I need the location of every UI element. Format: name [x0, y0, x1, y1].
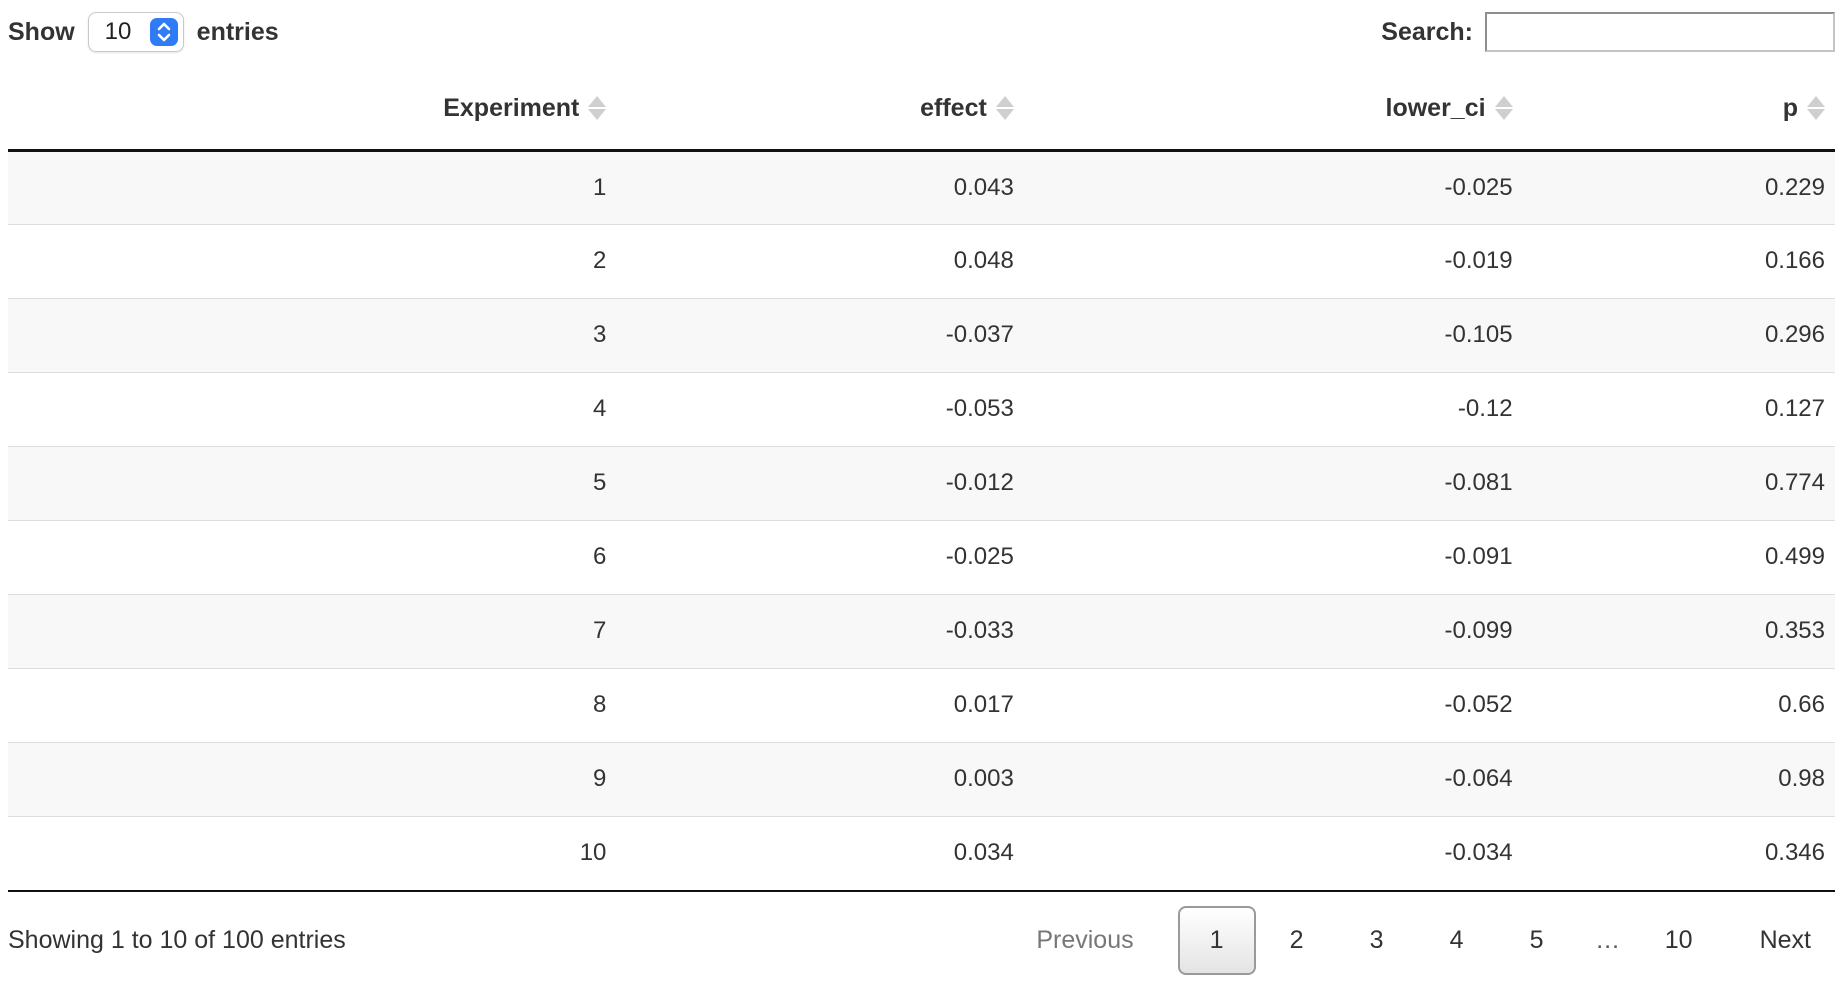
table-cell: 6: [8, 520, 617, 595]
table-cell: 0.353: [1522, 594, 1835, 669]
entries-info: Showing 1 to 10 of 100 entries: [8, 926, 346, 954]
table-cell: 5: [8, 446, 617, 521]
column-header-label: Experiment: [443, 93, 580, 122]
table-cell: 0.499: [1522, 520, 1835, 595]
column-header-lower-ci[interactable]: lower_ci: [1023, 68, 1523, 152]
page-button-10[interactable]: 10: [1664, 926, 1693, 954]
table-row: 8 0.017 -0.052 0.66: [8, 668, 1835, 743]
data-table: Experiment effect lower_ci: [8, 68, 1835, 890]
table-cell: 9: [8, 742, 617, 817]
table-cell: 2: [8, 224, 617, 299]
column-header-p[interactable]: p: [1522, 68, 1835, 152]
table-cell: 0.166: [1522, 224, 1835, 299]
page-button-1[interactable]: 1: [1177, 906, 1256, 975]
page-length-control: Show 10 entries: [8, 12, 279, 52]
table-cell: -0.012: [616, 446, 1024, 521]
table-row: 6 -0.025 -0.091 0.499: [8, 520, 1835, 595]
table-cell: 0.127: [1522, 372, 1835, 447]
sort-arrows-icon: [588, 96, 607, 121]
table-cell: 0.229: [1522, 150, 1835, 225]
entries-label: entries: [196, 17, 279, 46]
table-cell: 0.346: [1764, 839, 1825, 867]
entries-select[interactable]: 10: [87, 12, 184, 52]
page-button-4[interactable]: 4: [1449, 926, 1464, 954]
table-cell: -0.053: [616, 372, 1024, 447]
sort-arrows-icon: [1494, 96, 1513, 121]
table-cell: -0.037: [616, 298, 1024, 373]
column-header-label: p: [1782, 93, 1798, 122]
table-cell: 0.034: [953, 839, 1014, 867]
table-cell: -0.025: [616, 520, 1024, 595]
up-down-chevrons-icon: [149, 18, 178, 46]
show-label: Show: [8, 17, 75, 46]
table-cell: 0.66: [1522, 668, 1835, 743]
entries-select-value: 10: [104, 18, 132, 45]
table-cell: 0.774: [1522, 446, 1835, 521]
page-ellipsis: …: [1595, 926, 1621, 954]
header-row: Experiment effect lower_ci: [8, 68, 1835, 152]
next-page-button[interactable]: Next: [1759, 926, 1811, 954]
table-cell: 0.043: [616, 150, 1024, 225]
table-cell: 3: [8, 298, 617, 373]
table-row: 4 -0.053 -0.12 0.127: [8, 372, 1835, 447]
table-cell: 4: [8, 372, 617, 447]
table-cell: 8: [8, 668, 617, 743]
pagination: Previous 1 2 3 4 5 … 10 Next: [1018, 906, 1835, 975]
table-cell: -0.034: [1444, 839, 1513, 867]
table-row: 2 0.048 -0.019 0.166: [8, 224, 1835, 299]
table-cell: -0.091: [1023, 520, 1523, 595]
table-controls: Show 10 entries Search:: [8, 8, 1835, 56]
column-header-label: lower_ci: [1385, 93, 1486, 122]
table-cell: -0.099: [1023, 594, 1523, 669]
table-cell: -0.081: [1023, 446, 1523, 521]
table-row: 3 -0.037 -0.105 0.296: [8, 298, 1835, 373]
table-footer: Showing 1 to 10 of 100 entries Previous …: [8, 890, 1835, 975]
table-cell: -0.12: [1023, 372, 1523, 447]
search-label: Search:: [1381, 17, 1473, 46]
table-cell: 0.017: [616, 668, 1024, 743]
table-row: 5 -0.012 -0.081 0.774: [8, 446, 1835, 521]
column-header-experiment[interactable]: Experiment: [8, 68, 617, 152]
table-cell: -0.105: [1023, 298, 1523, 373]
search-input[interactable]: [1485, 12, 1835, 52]
sort-arrows-icon: [1807, 96, 1825, 121]
table-cell: 1: [8, 150, 617, 225]
previous-page-button[interactable]: Previous: [1036, 926, 1134, 954]
table-cell: 0.98: [1522, 742, 1835, 817]
table-cell: -0.025: [1023, 150, 1523, 225]
column-header-effect[interactable]: effect: [616, 68, 1024, 152]
table-cell: -0.033: [616, 594, 1024, 669]
table-cell: 7: [8, 594, 617, 669]
page-button-3[interactable]: 3: [1369, 926, 1384, 954]
table-cell: -0.019: [1023, 224, 1523, 299]
table-row: 1 0.043 -0.025 0.229: [8, 150, 1835, 225]
table-cell: 0.003: [616, 742, 1024, 817]
page-button-2[interactable]: 2: [1289, 926, 1304, 954]
table-cell: 0.296: [1522, 298, 1835, 373]
column-header-label: effect: [920, 93, 987, 122]
page-button-5[interactable]: 5: [1529, 926, 1544, 954]
table-cell: -0.052: [1023, 668, 1523, 743]
table-row: 9 0.003 -0.064 0.98: [8, 742, 1835, 817]
sort-arrows-icon: [995, 96, 1014, 121]
table-cell: 10: [579, 839, 607, 867]
table-cell: -0.064: [1023, 742, 1523, 817]
table-row: 7 -0.033 -0.099 0.353: [8, 594, 1835, 669]
search-control: Search:: [1381, 12, 1835, 52]
table-cell: 0.048: [616, 224, 1024, 299]
table-row: 10 0.034 -0.034 0.346: [8, 816, 1835, 890]
